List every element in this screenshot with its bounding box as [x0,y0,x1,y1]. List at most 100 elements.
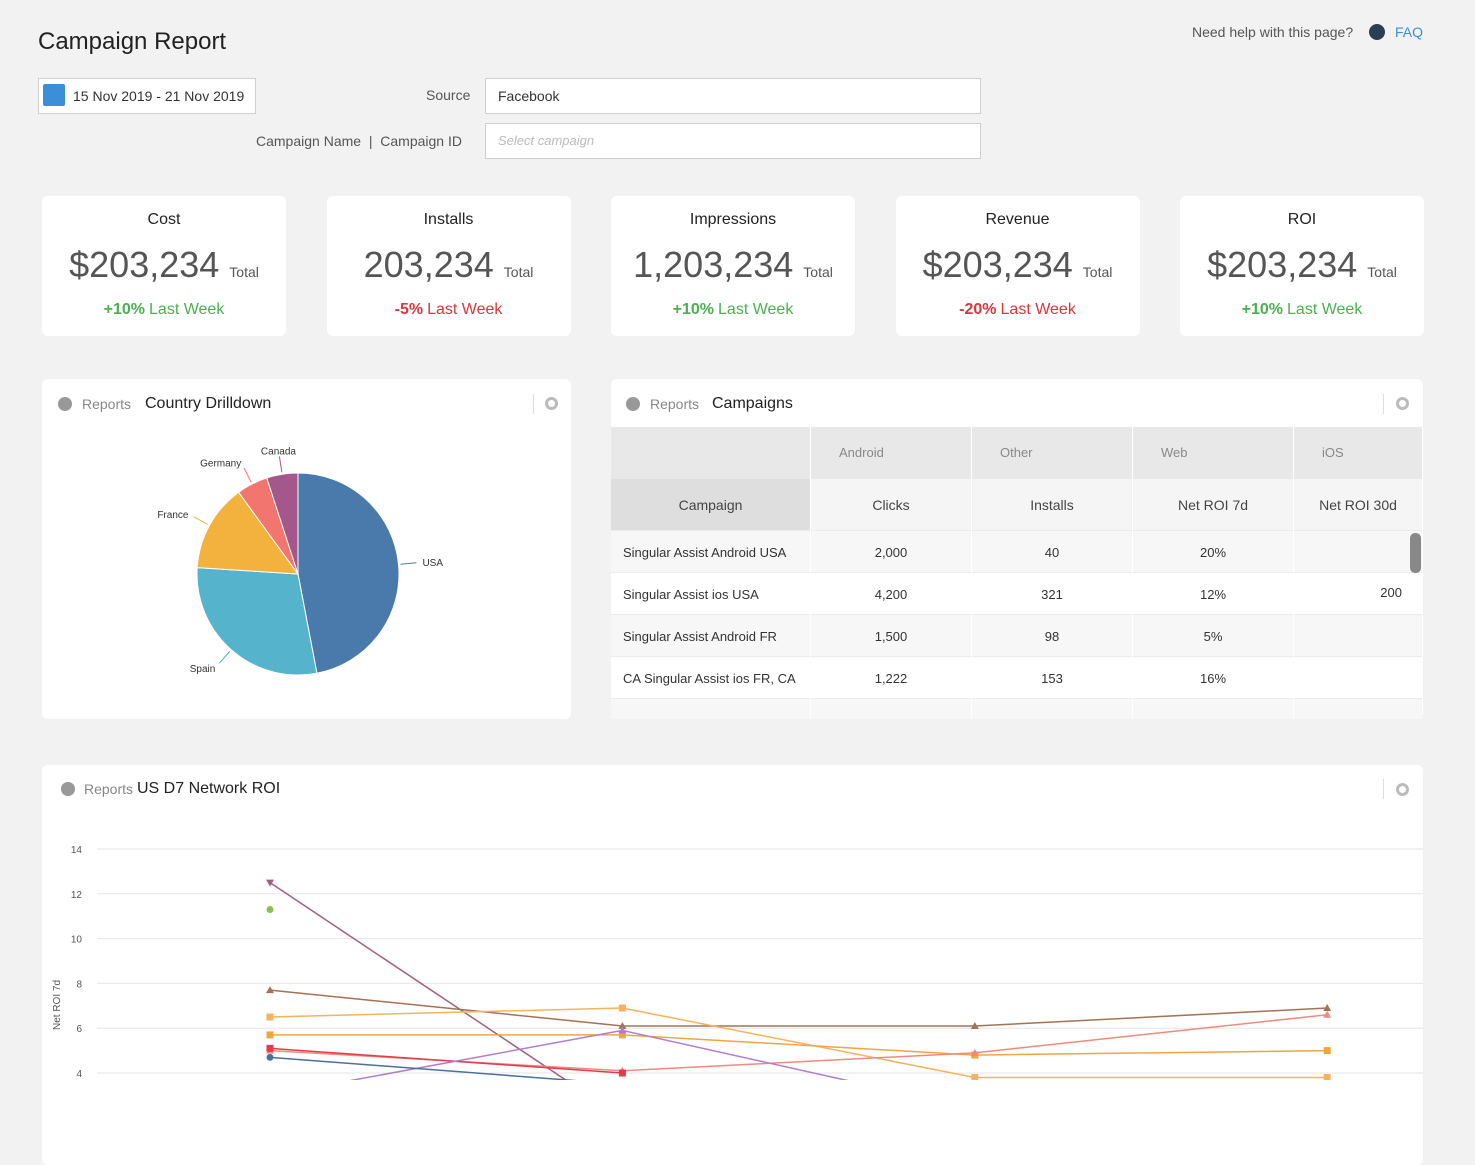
page-title: Campaign Report [38,28,227,55]
group-label: Other [1000,445,1033,460]
cell-text: 98 [1044,629,1060,644]
kpi-change: -5% [394,301,424,318]
header-cell: Installs [972,479,1132,530]
table-cell: 98 [972,614,1132,656]
table-cell [972,698,1132,719]
scrollbar[interactable] [1410,533,1421,573]
divider [1383,779,1384,799]
kpi-value-row: 1,203,234 Total [611,244,855,286]
table-cell: 200 [1294,572,1422,614]
date-range: 15 Nov 2019 - 21 Nov 2019 [73,88,245,104]
gear-icon[interactable] [1396,783,1409,796]
cell-text: Singular Assist ios USA [623,587,759,602]
page: Campaign Report Need help with this page… [38,24,1424,1165]
column-header: Clicks [872,497,910,513]
kpi-card: Impressions 1,203,234 Total +10% Last Week [611,196,855,336]
table-cell: 20% [1133,530,1293,572]
table-cell: 12% [1133,572,1293,614]
cell-text: 153 [1041,671,1063,686]
kpi-change-row: +10% Last Week [1180,301,1424,319]
column-header: Installs [1030,497,1074,513]
table-cell: 4,200 [811,572,971,614]
kpi-value: $203,234 [1207,244,1358,285]
pie-icon [626,397,640,411]
help-icon [1369,24,1385,40]
campaign-label: Campaign Name | Campaign ID [256,133,462,149]
cell-text: 1,222 [874,671,908,686]
cell-text: Singular Assist Android USA [623,545,787,560]
column-header: Campaign [678,497,743,513]
table-cell: 5% [1133,614,1293,656]
kpi-title: Installs [423,211,474,228]
cell-text: 12% [1199,587,1227,602]
kpi-title: Impressions [689,211,777,228]
panel-title: US D7 Network ROI [137,780,281,797]
kpi-change-row: +10% Last Week [611,301,855,319]
kpi-card: Cost $203,234 Total +10% Last Week [42,196,286,336]
table-cell: 153 [972,656,1132,698]
table-cell: Singular Assist Android USA [611,530,810,572]
placeholder: Select campaign [498,133,595,148]
gear-icon[interactable] [1396,397,1409,410]
group-label: Web [1161,445,1188,460]
kpi-value: 1,203,234 [633,244,794,285]
kpi-unit: Total [229,264,259,280]
cell-text: 4,200 [874,587,908,602]
table-cell: 40 [972,530,1132,572]
kpi-unit: Total [503,264,534,280]
kpi-title: ROI [1287,211,1317,228]
date-picker[interactable]: 15 Nov 2019 - 21 Nov 2019 [38,78,256,114]
cell-text: CA Singular Assist ios FR, CA [623,671,796,686]
kpi-period: Last Week [149,301,225,318]
kpi-card: Revenue $203,234 Total -20% Last Week [895,196,1140,336]
campaign-select[interactable]: Select campaign [485,123,981,159]
kpi-title: Cost [147,211,181,228]
cell-text: 16% [1199,671,1227,686]
table-cell [1294,656,1422,698]
header-cell: Campaign [611,479,810,530]
group-cell: Web [1133,427,1293,479]
table-cell [811,698,971,719]
table-cell: CA Singular Assist ios FR, CA [611,656,810,698]
kpi-value: 203,234 [363,244,494,285]
campaign-name-label: Campaign Name [256,133,362,149]
header-cell: Net ROI 7d [1133,479,1293,530]
group-cell: Other [972,427,1132,479]
gear-icon[interactable] [545,397,558,410]
kpi-value: $203,234 [922,244,1073,285]
panel-section: Reports [650,396,700,412]
panel-section: Reports [84,781,134,797]
kpi-period: Last Week [1000,301,1076,318]
table-cell: 2,000 [811,530,971,572]
divider [1383,394,1384,414]
panel-title: Country Drilldown [145,395,272,412]
table-cell: 1,500 [811,614,971,656]
table-cell [1294,614,1422,656]
table-cell: Singular Assist ios USA [611,572,810,614]
help-text: Need help with this page? [1192,24,1354,40]
kpi-value-row: $203,234 Total [1180,244,1424,286]
table-cell: 321 [972,572,1132,614]
cell-text: 5% [1203,629,1223,644]
campaign-id-label: Campaign ID [380,133,462,149]
kpi-unit: Total [803,264,833,280]
kpi-change-row: -20% Last Week [896,301,1140,319]
cell-text: 1,500 [874,629,908,644]
group-cell: iOS [1294,427,1422,479]
table-cell: Singular Assist Android FR [611,614,810,656]
cell-text: 200 [1380,585,1402,600]
faq-link[interactable]: FAQ [1395,24,1424,40]
pie-panel [42,379,571,719]
table-cell [1133,698,1293,719]
kpi-change: +10% [672,301,715,318]
source-value: Facebook [498,88,560,104]
column-header: Net ROI 30d [1319,497,1397,513]
source-select[interactable]: Facebook [485,78,981,114]
panel-title: Campaigns [712,395,793,412]
group-label: Android [839,445,884,460]
table-cell: 16% [1133,656,1293,698]
kpi-value-row: $203,234 Total [42,244,286,286]
column-header: Net ROI 7d [1177,497,1249,513]
table-cell: 1,222 [811,656,971,698]
table-cell [1294,698,1422,719]
